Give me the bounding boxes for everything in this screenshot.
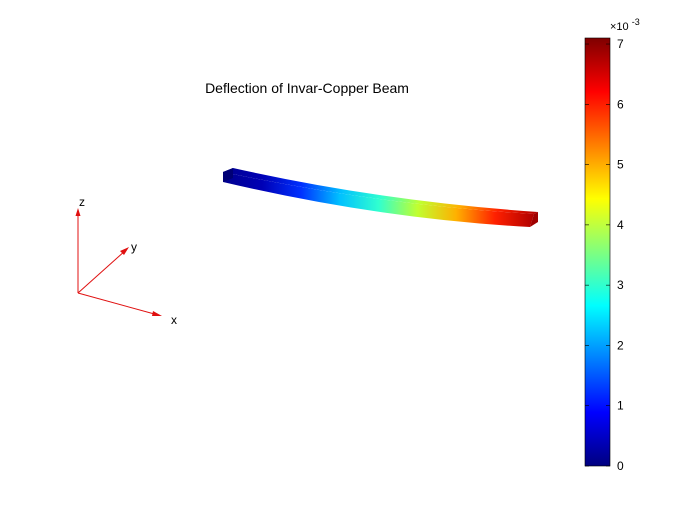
colorbar-tick-label: 6 <box>617 97 624 111</box>
colorbar-ticks: 0 1 2 3 4 5 6 7 <box>585 37 624 473</box>
triad-z-arrowhead <box>75 208 81 216</box>
triad-x-label: x <box>171 313 177 327</box>
figure-title: Deflection of Invar-Copper Beam <box>205 80 409 96</box>
colorbar-gradient <box>584 37 611 467</box>
colorbar-multiplier-base: ×10 <box>610 21 629 33</box>
triad-y-arrowhead <box>120 247 129 255</box>
beam-fixed-end <box>223 168 233 182</box>
colorbar-tick-label: 5 <box>617 158 624 172</box>
triad-y-label: y <box>131 240 137 254</box>
colorbar: 0 1 2 3 4 5 6 7 ×10 -3 <box>584 17 640 473</box>
triad-z-label: z <box>79 195 85 209</box>
colorbar-multiplier: ×10 -3 <box>610 17 640 33</box>
colorbar-multiplier-exponent: -3 <box>632 17 640 27</box>
colorbar-tick-label: 3 <box>617 278 624 292</box>
colorbar-tick-label: 2 <box>617 338 624 352</box>
colorbar-tick-label: 7 <box>617 37 624 51</box>
triad-y-axis <box>77 249 127 294</box>
beam <box>223 168 538 227</box>
colorbar-tick-label: 4 <box>617 218 624 232</box>
triad-x-axis <box>77 292 159 316</box>
beam-front-face <box>223 172 534 227</box>
colorbar-tick-label: 1 <box>617 399 624 413</box>
colorbar-tick-label: 0 <box>617 459 624 473</box>
triad-x-arrowhead <box>152 311 162 316</box>
axes-triad <box>75 208 162 316</box>
beam-free-end <box>530 212 538 227</box>
